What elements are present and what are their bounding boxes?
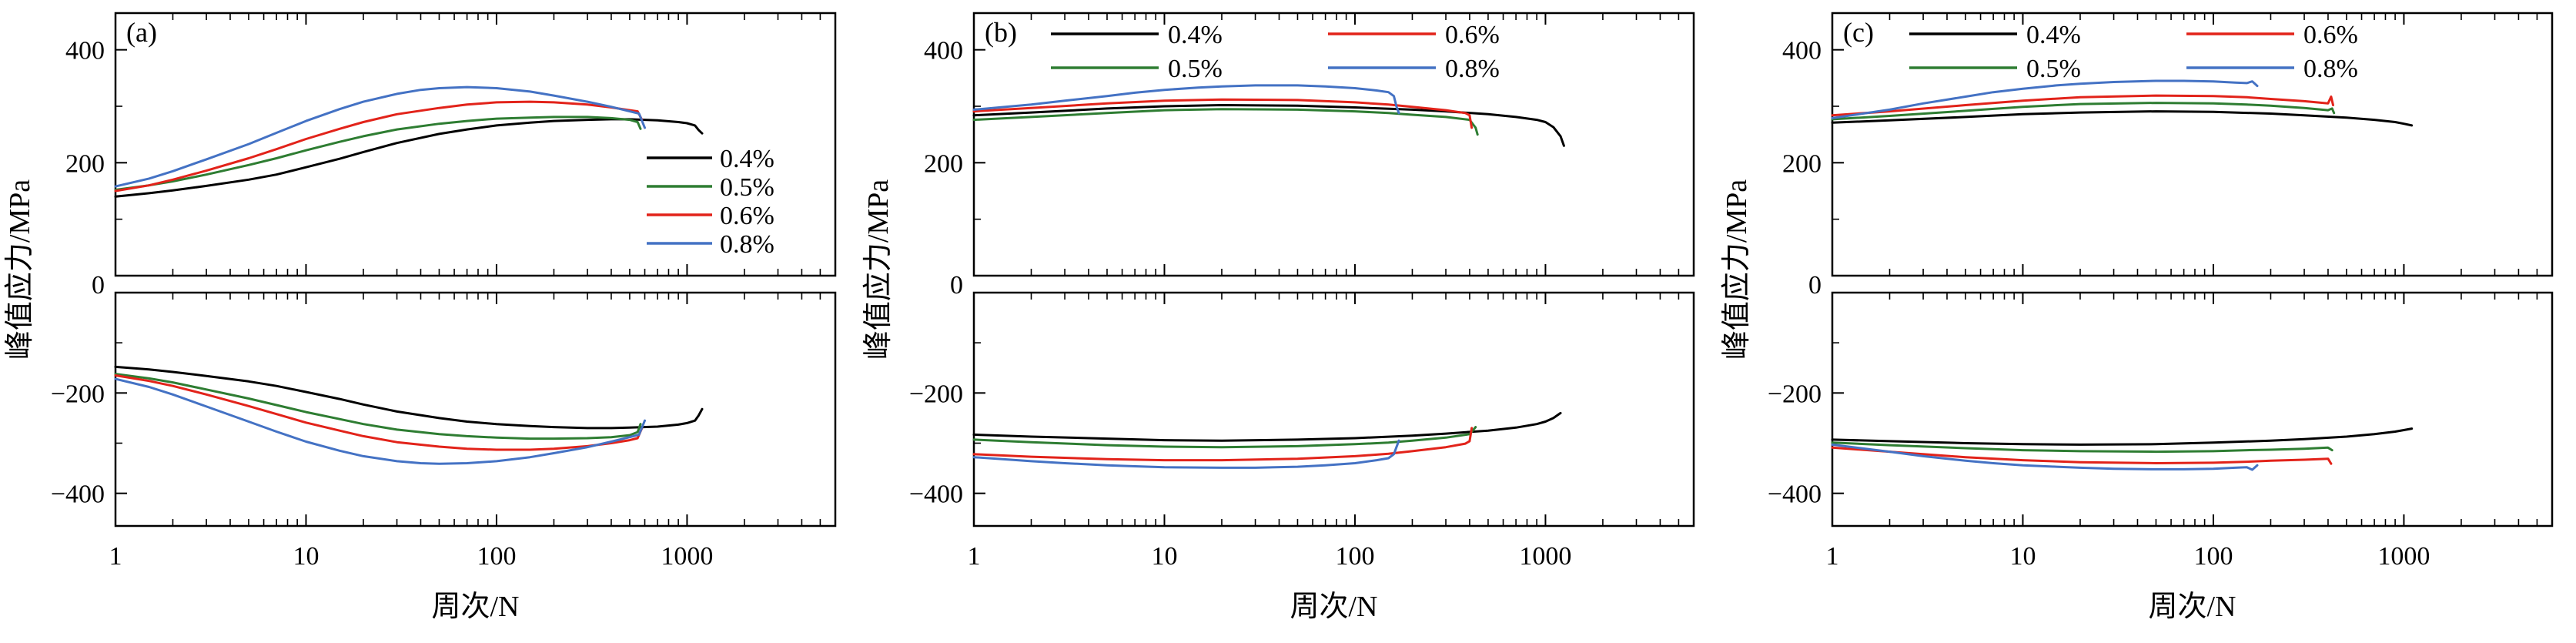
panel-label: (c) (1843, 17, 1874, 48)
x-tick-label: 1 (109, 542, 122, 571)
y-axis-label: 峰值应力/MPa (1721, 179, 1753, 360)
y-axis-label: 峰值应力/MPa (862, 179, 895, 360)
series-line-0.8% (114, 85, 646, 188)
x-tick-label: 1 (1826, 542, 1839, 571)
lower-frame (972, 291, 1695, 527)
panel-label: (b) (985, 17, 1017, 48)
series-line-0.8% (972, 84, 1400, 115)
chart-c: 400 200 0 −200 −400 1 10 100 1000 周次/N 峰值应力/MPa (c)… (1721, 12, 2554, 623)
legend-label: 0.8% (720, 230, 774, 259)
x-tick-label: 100 (1335, 542, 1374, 571)
y-axis-label: 峰值应力/MPa (4, 179, 36, 360)
x-tick-label: 10 (1151, 542, 1177, 571)
legend-label: 0.8% (1445, 55, 1500, 83)
x-axis-label: 周次/N (2148, 591, 2236, 623)
series-line-0.6% (1831, 94, 2334, 117)
series-line-0.8% (1831, 79, 2259, 119)
series-line-0.5% (972, 426, 1477, 449)
series-line-0.4% (972, 104, 1565, 147)
x-axis-label: 周次/N (1290, 591, 1377, 623)
x-tick-label: 1000 (2377, 542, 2430, 571)
series-line-0.6% (972, 98, 1474, 129)
y-tick-label: 0 (92, 271, 105, 300)
y-tick-label: −400 (51, 481, 105, 509)
legend-label: 0.6% (720, 202, 774, 230)
legend-label: 0.4% (720, 145, 774, 173)
x-tick-label: 10 (293, 542, 319, 571)
chart-a: 400 200 0 −200 −400 1 10 100 1000 周次/N 峰值应力/MPa (a)… (4, 12, 837, 623)
series-line-0.6% (1831, 446, 2333, 465)
y-tick-label: −400 (1768, 481, 1822, 509)
y-tick-label: 400 (1782, 37, 1822, 65)
series-line-0.5% (1831, 441, 2333, 454)
panel-label: (a) (126, 17, 157, 48)
legend-label: 0.6% (2303, 21, 2358, 49)
series-line-0.8% (114, 377, 646, 465)
chart-panel-a: 400 200 0 −200 −400 1 10 100 1000 周次/N 峰值应力/MPa (a)… (0, 0, 858, 643)
y-tick-label: −200 (51, 380, 105, 408)
legend-label: 0.4% (1168, 21, 1223, 49)
series-line-0.4% (1831, 427, 2414, 446)
x-axis-label: 周次/N (431, 591, 519, 623)
legend-label: 0.5% (720, 173, 774, 202)
series-line-0.6% (972, 427, 1474, 462)
series-line-0.5% (114, 373, 642, 440)
y-tick-label: 0 (1808, 271, 1822, 300)
y-tick-label: −200 (1768, 380, 1822, 408)
legend-label: 0.8% (2303, 55, 2358, 83)
series-line-0.5% (114, 116, 642, 191)
series-line-0.4% (114, 118, 704, 198)
x-tick-label: 100 (2193, 542, 2233, 571)
y-tick-label: −400 (909, 481, 963, 509)
y-tick-label: 400 (924, 37, 963, 65)
upper-frame (972, 12, 1695, 277)
series-line-0.8% (972, 439, 1400, 469)
upper-frame (114, 12, 837, 277)
lower-frame (1831, 291, 2554, 527)
series-line-0.4% (114, 365, 704, 430)
legend-label: 0.6% (1445, 21, 1500, 49)
y-tick-label: 400 (65, 37, 105, 65)
series-line-0.8% (1831, 443, 2259, 471)
series-line-0.4% (972, 411, 1562, 442)
x-tick-label: 10 (2009, 542, 2036, 571)
chart-panel-c: 400 200 0 −200 −400 1 10 100 1000 周次/N 峰值应力/MPa (c)… (1717, 0, 2575, 643)
x-tick-label: 1 (968, 542, 981, 571)
y-tick-label: −200 (909, 380, 963, 408)
x-tick-label: 1000 (661, 542, 713, 571)
y-tick-label: 200 (65, 149, 105, 178)
upper-frame (1831, 12, 2554, 277)
series-line-0.5% (972, 108, 1479, 136)
lower-frame (114, 291, 837, 527)
x-tick-label: 100 (477, 542, 516, 571)
y-tick-label: 200 (924, 149, 963, 178)
chart-panel-b: 400 200 0 −200 −400 1 10 100 1000 周次/N 峰值应力/MPa (b)… (858, 0, 1717, 643)
x-tick-label: 1000 (1519, 542, 1571, 571)
chart-b: 400 200 0 −200 −400 1 10 100 1000 周次/N 峰值应力/MPa (b)… (862, 12, 1695, 623)
legend-label: 0.5% (1168, 55, 1223, 83)
legend-label: 0.5% (2026, 55, 2081, 83)
series-line-0.5% (1831, 102, 2336, 121)
series-line-0.4% (1831, 110, 2414, 127)
y-tick-label: 0 (950, 271, 963, 300)
y-tick-label: 200 (1782, 149, 1822, 178)
legend-label: 0.4% (2026, 21, 2081, 49)
